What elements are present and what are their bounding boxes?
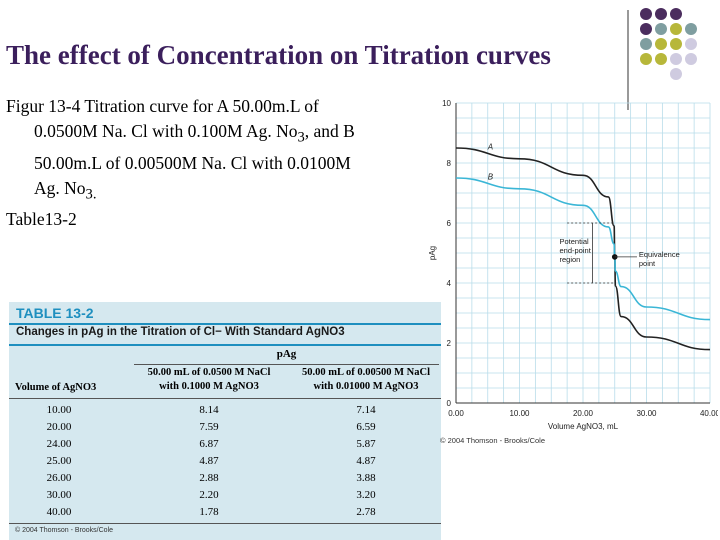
decorative-dot <box>655 8 667 20</box>
decorative-dot <box>640 23 652 35</box>
equivalence-label: point <box>639 259 656 268</box>
figure-caption: Figur 13-4 Titration curve for A 50.00m.… <box>6 94 421 232</box>
decorative-dot <box>655 53 667 65</box>
column-header-line: 50.00 mL of 0.0500 M NaCl <box>147 367 271 378</box>
table-row: 10.00 8.14 7.14 <box>9 404 441 419</box>
x-tick-label: 0.00 <box>448 409 464 418</box>
equivalence-label: Equivalence <box>639 250 680 259</box>
y-tick-label: 6 <box>447 219 452 228</box>
table-cell: 8.14 <box>199 404 219 416</box>
decorative-dot <box>640 8 652 20</box>
table-title: Changes in pAg in the Titration of Cl− W… <box>16 326 345 338</box>
decorative-dot <box>670 23 682 35</box>
decorative-dot <box>640 53 652 65</box>
caption-subscript: 3 <box>297 129 305 146</box>
decorative-dot <box>640 38 652 50</box>
titration-chart: 0.00 10.00 20.00 30.00 40.00 0 2 4 6 8 10 Volume Ag… <box>428 99 718 431</box>
caption-text: 0.0500M Na. Cl with 0.100M Ag. No <box>34 121 298 141</box>
table-rule <box>9 523 441 524</box>
table-cell: 6.59 <box>356 421 376 433</box>
y-tick-label: 0 <box>447 399 452 408</box>
table-cell: 3.20 <box>356 489 376 501</box>
table-cell: 20.00 <box>46 421 72 433</box>
table-cell: 24.00 <box>46 438 72 450</box>
region-label: Potential <box>560 237 590 246</box>
series-label-B: B <box>488 172 494 181</box>
decorative-dot <box>670 38 682 50</box>
y-axis-label: pAg <box>428 246 437 260</box>
table-row: 20.00 7.59 6.59 <box>9 421 441 436</box>
caption-line: 50.00m.L of 0.00500M Na. Cl with 0.0100M <box>34 152 351 173</box>
decorative-dot <box>670 53 682 65</box>
table-rule <box>9 323 441 325</box>
column-header-line: with 0.01000 M AgNO3 <box>313 381 419 392</box>
x-tick-label: 30.00 <box>636 409 657 418</box>
series-line-A <box>455 147 711 351</box>
table-cell: 40.00 <box>46 506 72 518</box>
table-cell: 7.14 <box>356 404 376 416</box>
table-row: 40.00 1.78 2.78 <box>9 506 441 521</box>
table-cell: 7.59 <box>199 421 219 433</box>
y-tick-label: 2 <box>447 339 452 348</box>
table-cell: 4.87 <box>199 455 219 467</box>
table-cell: 2.78 <box>356 506 376 518</box>
table-row: 30.00 2.20 3.20 <box>9 489 441 504</box>
column-header-line: with 0.1000 M AgNO3 <box>159 381 259 392</box>
series-label-A: A <box>487 142 493 151</box>
series-line-B <box>455 177 711 321</box>
table-label: TABLE 13-2 <box>16 305 94 321</box>
data-table: TABLE 13-2 Changes in pAg in the Titrati… <box>9 302 441 540</box>
x-tick-label: 10.00 <box>509 409 530 418</box>
x-tick-label: 20.00 <box>573 409 594 418</box>
table-cell: 1.78 <box>199 506 219 518</box>
chart-credit: © 2004 Thomson - Brooks/Cole <box>440 436 546 445</box>
caption-line: Ag. No3. <box>6 176 421 208</box>
slide-title: The effect of Concentration on Titration… <box>6 40 551 70</box>
caption-line: 0.0500M Na. Cl with 0.100M Ag. No3, and … <box>6 119 421 151</box>
caption-line: Figur 13-4 Titration curve for A 50.00m.… <box>6 96 319 116</box>
table-rule <box>9 344 441 346</box>
table-credit: © 2004 Thomson - Brooks/Cole <box>15 527 114 534</box>
caption-line: Table13-2 <box>6 209 77 229</box>
table-cell: 3.88 <box>356 472 376 484</box>
decorative-dot <box>655 23 667 35</box>
caption-subscript: 3. <box>85 186 97 202</box>
decorative-dot <box>685 38 697 50</box>
table-cell: 2.88 <box>199 472 219 484</box>
x-axis-label: Volume AgNO3, mL <box>548 422 619 431</box>
table-cell: 10.00 <box>46 404 72 416</box>
table-rule <box>134 364 439 365</box>
table-rule <box>9 398 441 399</box>
table-cell: 2.20 <box>199 489 219 501</box>
caption-text: Ag. No <box>34 177 86 198</box>
decorative-dot <box>670 68 682 80</box>
caption-text: , and B <box>304 121 355 141</box>
table-cell: 4.87 <box>356 455 376 467</box>
column-header-volume: Volume of AgNO3 <box>15 382 97 393</box>
region-label: end-point <box>560 246 592 255</box>
x-tick-label: 40.00 <box>700 409 718 418</box>
table-cell: 26.00 <box>46 472 72 484</box>
column-header-solution-a: 50.00 mL of 0.0500 M NaCl with 0.1000 M … <box>134 366 284 394</box>
decorative-dot <box>685 53 697 65</box>
decorative-dot <box>685 23 697 35</box>
table-row: 24.00 6.87 5.87 <box>9 438 441 453</box>
column-header-solution-b: 50.00 mL of 0.00500 M NaCl with 0.01000 … <box>291 366 441 394</box>
table-row: 25.00 4.87 4.87 <box>9 455 441 470</box>
table-pag-header: pAg <box>276 348 297 360</box>
decorative-dot <box>655 38 667 50</box>
column-header-line: 50.00 mL of 0.00500 M NaCl <box>301 367 431 378</box>
table-cell: 30.00 <box>46 489 72 501</box>
table-row: 26.00 2.88 3.88 <box>9 472 441 487</box>
decorative-divider <box>627 10 629 110</box>
y-tick-label: 8 <box>447 159 452 168</box>
y-tick-label: 10 <box>442 99 451 108</box>
decorative-dot <box>670 8 682 20</box>
table-cell: 6.87 <box>199 438 219 450</box>
y-tick-label: 4 <box>447 279 452 288</box>
table-cell: 25.00 <box>46 455 72 467</box>
region-label: region <box>560 255 581 264</box>
table-cell: 5.87 <box>356 438 376 450</box>
